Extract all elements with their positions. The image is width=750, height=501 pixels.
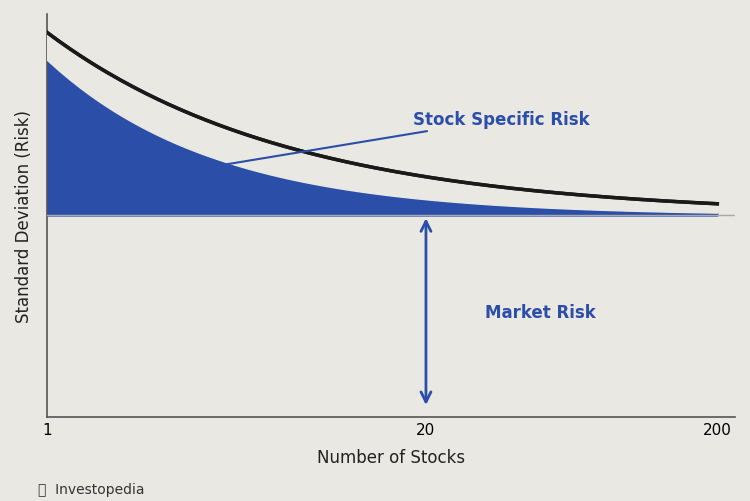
Text: Market Risk: Market Risk: [485, 303, 596, 321]
Y-axis label: Standard Deviation (Risk): Standard Deviation (Risk): [15, 110, 33, 322]
X-axis label: Number of Stocks: Number of Stocks: [317, 448, 465, 466]
Text: ⓘ  Investopedia: ⓘ Investopedia: [38, 482, 144, 496]
Text: Stock Specific Risk: Stock Specific Risk: [196, 111, 590, 170]
